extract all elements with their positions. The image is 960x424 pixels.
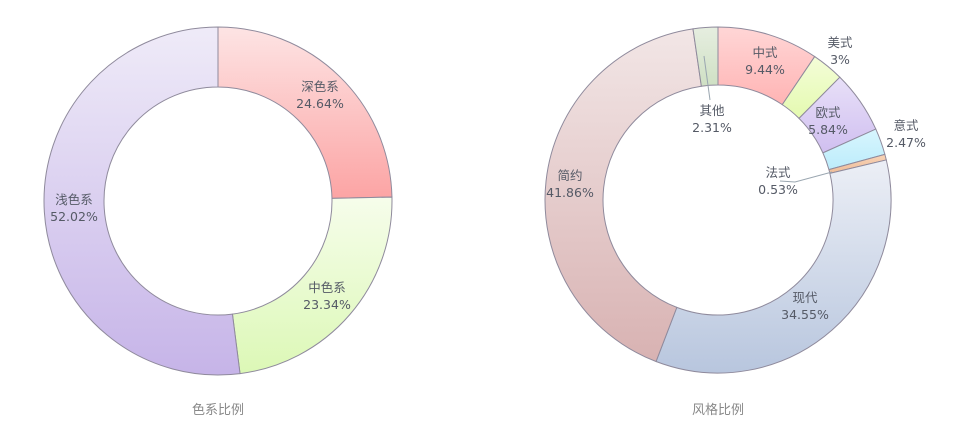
slice-percent: 52.02% bbox=[50, 209, 98, 224]
slice-percent: 2.31% bbox=[692, 120, 732, 135]
slice-percent: 2.47% bbox=[886, 135, 926, 150]
slice-label: 其他 bbox=[699, 103, 725, 118]
leader-line bbox=[779, 171, 833, 183]
slice-percent: 34.55% bbox=[781, 307, 829, 322]
chart-title: 色系比例 bbox=[192, 402, 244, 418]
slice-label: 欧式 bbox=[815, 105, 841, 120]
style-ratio-chart: 中式 9.44% 美式 3% 欧式 5.84% 意式 2.47% 法式 0.53% 现代 34.55%… bbox=[544, 26, 926, 418]
leader-line bbox=[703, 55, 711, 101]
color-ratio-chart: 深色系 24.64% 中色系 23.34% 浅色系 52.02% 色系比例 bbox=[43, 26, 393, 418]
slice-简约 bbox=[544, 28, 702, 363]
slice-浅色系 bbox=[43, 26, 241, 376]
slice-label: 浅色系 bbox=[55, 192, 93, 207]
slice-percent: 23.34% bbox=[303, 297, 351, 312]
chart-title: 风格比例 bbox=[692, 402, 744, 418]
slice-label: 中式 bbox=[752, 45, 778, 60]
slice-percent: 41.86% bbox=[546, 185, 594, 200]
slice-percent: 3% bbox=[830, 52, 850, 67]
slice-percent: 24.64% bbox=[296, 96, 344, 111]
slice-label: 深色系 bbox=[301, 79, 339, 94]
slice-中色系 bbox=[231, 196, 393, 375]
slice-label: 简约 bbox=[557, 168, 582, 183]
slice-percent: 9.44% bbox=[745, 62, 785, 77]
slice-其他 bbox=[692, 26, 719, 87]
slice-label: 意式 bbox=[893, 118, 919, 133]
slice-percent: 5.84% bbox=[808, 122, 848, 137]
slice-现代 bbox=[655, 159, 892, 374]
slice-label: 现代 bbox=[792, 290, 818, 305]
slice-label: 法式 bbox=[765, 165, 791, 180]
slice-label: 美式 bbox=[827, 35, 853, 50]
slice-percent: 0.53% bbox=[758, 182, 798, 197]
slice-label: 中色系 bbox=[308, 280, 346, 295]
slice-深色系 bbox=[217, 26, 393, 199]
